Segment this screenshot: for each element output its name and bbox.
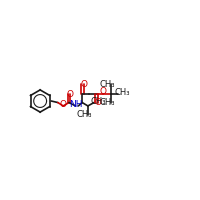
Text: O: O xyxy=(80,80,87,89)
Text: CH₃: CH₃ xyxy=(100,80,115,89)
Text: CH₃: CH₃ xyxy=(114,88,130,97)
Text: O: O xyxy=(67,90,74,99)
Text: O: O xyxy=(60,100,67,109)
Text: CH₃: CH₃ xyxy=(91,97,106,106)
Text: CH₃: CH₃ xyxy=(100,98,115,107)
Text: O: O xyxy=(100,87,107,96)
Text: CH₃: CH₃ xyxy=(77,110,92,119)
Text: O: O xyxy=(95,98,102,107)
Text: NH: NH xyxy=(69,100,82,109)
